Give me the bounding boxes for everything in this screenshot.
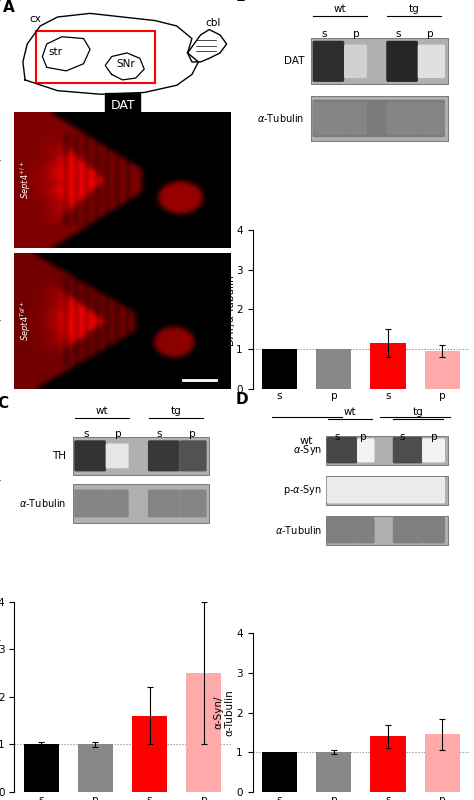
- Text: tg: tg: [413, 407, 424, 417]
- Text: wt: wt: [334, 4, 346, 14]
- Text: wt: wt: [96, 406, 108, 416]
- Text: s: s: [399, 432, 405, 442]
- FancyBboxPatch shape: [344, 45, 367, 78]
- Bar: [132, 716, 167, 792]
- Text: tg: tg: [409, 4, 419, 14]
- Text: p: p: [431, 432, 438, 442]
- FancyBboxPatch shape: [327, 517, 357, 543]
- Text: B: B: [235, 0, 247, 4]
- FancyBboxPatch shape: [106, 490, 128, 518]
- Bar: [316, 752, 351, 792]
- Bar: [425, 734, 460, 792]
- Bar: [36, 31, 155, 83]
- FancyBboxPatch shape: [179, 490, 207, 518]
- Text: s: s: [395, 29, 401, 39]
- FancyBboxPatch shape: [418, 102, 445, 135]
- Text: wt: wt: [344, 407, 356, 417]
- Text: p: p: [115, 429, 121, 439]
- Bar: [262, 349, 297, 389]
- FancyBboxPatch shape: [386, 102, 418, 135]
- Text: $\alpha$-Syn: $\alpha$-Syn: [292, 443, 322, 458]
- Bar: [78, 744, 113, 792]
- Bar: [311, 96, 447, 142]
- Text: s: s: [334, 432, 340, 442]
- Text: s: s: [83, 429, 89, 439]
- Text: $Sept4^{Tg/+}$: $Sept4^{Tg/+}$: [18, 300, 33, 342]
- Y-axis label: DAT/α-Tubulin: DAT/α-Tubulin: [225, 274, 235, 345]
- Text: SNr: SNr: [116, 59, 135, 70]
- Text: tg: tg: [170, 406, 181, 416]
- Bar: [326, 476, 447, 505]
- Text: $Sept4^{+/+}$: $Sept4^{+/+}$: [18, 160, 33, 199]
- Text: C: C: [0, 395, 8, 410]
- Text: $\alpha$-Tubulin: $\alpha$-Tubulin: [19, 498, 66, 510]
- Text: p: p: [189, 429, 195, 439]
- FancyBboxPatch shape: [74, 440, 106, 471]
- Text: $\alpha$-Tubulin: $\alpha$-Tubulin: [257, 113, 305, 125]
- Text: p: p: [353, 29, 360, 39]
- Text: wt: wt: [300, 436, 313, 446]
- Text: s: s: [321, 29, 327, 39]
- Bar: [73, 485, 209, 522]
- FancyBboxPatch shape: [179, 440, 207, 471]
- FancyBboxPatch shape: [418, 45, 445, 78]
- FancyBboxPatch shape: [148, 440, 180, 471]
- Bar: [370, 343, 406, 389]
- FancyBboxPatch shape: [422, 517, 445, 543]
- Text: s: s: [156, 429, 162, 439]
- Bar: [326, 516, 447, 545]
- Text: cx: cx: [29, 14, 41, 24]
- Bar: [73, 437, 209, 475]
- Text: D: D: [235, 392, 248, 407]
- Text: str: str: [49, 46, 63, 57]
- FancyBboxPatch shape: [106, 443, 128, 468]
- FancyBboxPatch shape: [74, 490, 106, 518]
- Text: TH: TH: [52, 451, 66, 461]
- Bar: [326, 436, 447, 465]
- FancyBboxPatch shape: [327, 437, 357, 463]
- Text: tg: tg: [410, 436, 421, 446]
- Y-axis label: α-Syn/
α-Tubulin: α-Syn/ α-Tubulin: [213, 690, 235, 736]
- FancyBboxPatch shape: [393, 517, 422, 543]
- Text: p: p: [427, 29, 434, 39]
- Bar: [311, 38, 447, 84]
- Bar: [370, 737, 406, 792]
- FancyBboxPatch shape: [312, 100, 445, 137]
- FancyBboxPatch shape: [312, 102, 344, 135]
- Bar: [262, 752, 297, 792]
- Text: cbl: cbl: [205, 18, 220, 28]
- FancyBboxPatch shape: [148, 490, 180, 518]
- Bar: [425, 351, 460, 389]
- FancyBboxPatch shape: [386, 41, 418, 82]
- FancyBboxPatch shape: [327, 477, 445, 503]
- Text: $\alpha$-Tubulin: $\alpha$-Tubulin: [274, 525, 322, 537]
- Text: DAT: DAT: [284, 56, 305, 66]
- FancyBboxPatch shape: [422, 438, 445, 462]
- Bar: [316, 349, 351, 389]
- FancyBboxPatch shape: [357, 438, 374, 462]
- Text: p-$\alpha$-Syn: p-$\alpha$-Syn: [283, 483, 322, 498]
- FancyBboxPatch shape: [312, 41, 344, 82]
- Text: A: A: [3, 0, 15, 15]
- FancyBboxPatch shape: [344, 102, 367, 135]
- Title: DAT: DAT: [110, 98, 135, 112]
- FancyBboxPatch shape: [393, 437, 422, 463]
- FancyBboxPatch shape: [357, 517, 374, 543]
- Bar: [24, 744, 59, 792]
- Bar: [186, 673, 221, 792]
- Text: p: p: [360, 432, 366, 442]
